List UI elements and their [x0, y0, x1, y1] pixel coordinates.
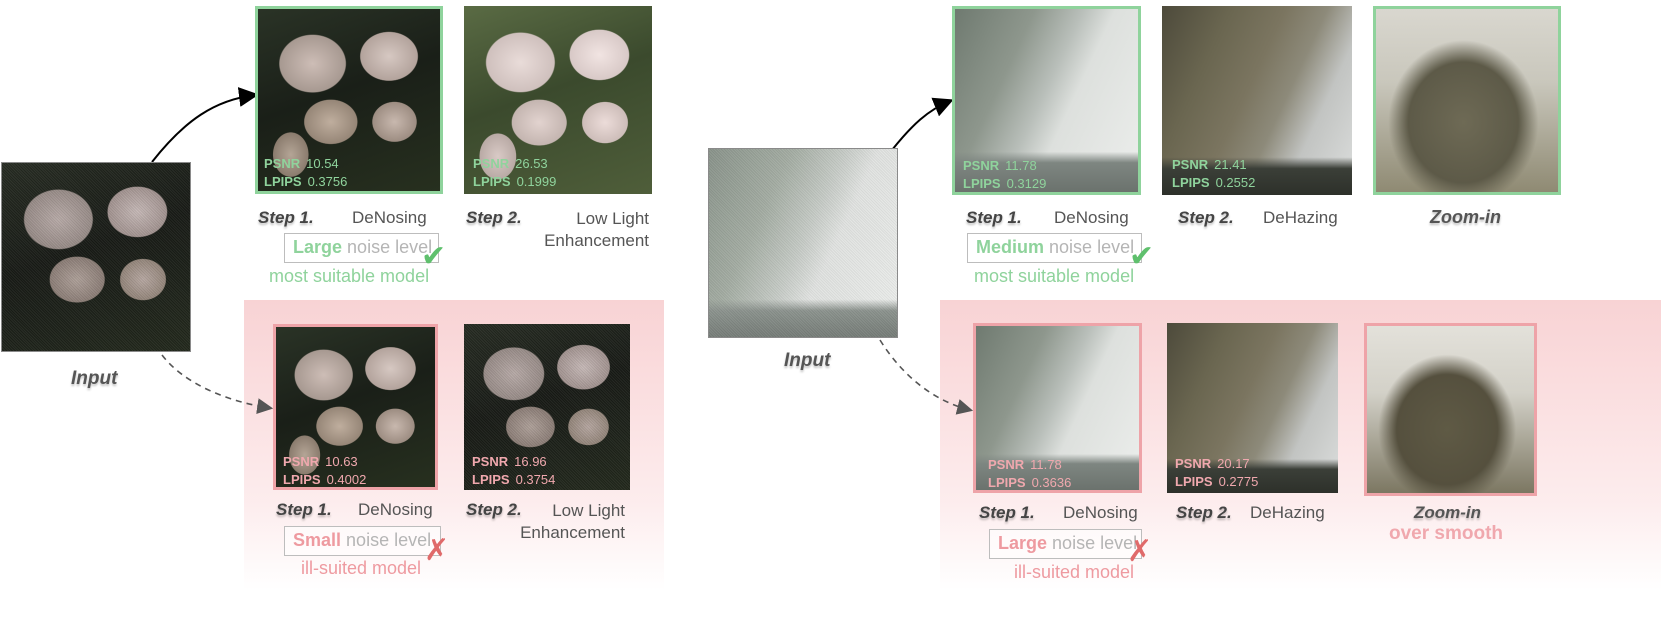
- left-bottom-verdict: ill-suited model: [301, 558, 422, 578]
- right-top-step2-task: DeHazing: [1263, 208, 1338, 227]
- right-bottom-step1-image: PSNR 11.78 LPIPS 0.3636: [973, 323, 1142, 493]
- left-top-step1-task: DeNosing: [352, 208, 427, 227]
- right-bottom-zoom-image: [1364, 323, 1537, 496]
- right-bottom-step2-task: DeHazing: [1250, 503, 1325, 522]
- left-bottom-step1-image: PSNR 10.63 LPIPS 0.4002: [273, 324, 438, 490]
- psnr-readout: PSNR 20.17: [1175, 456, 1250, 471]
- right-arrow-bottom: [879, 339, 974, 415]
- right-top-step2-number: Step 2.: [1178, 208, 1234, 227]
- right-top-verdict: most suitable model: [974, 266, 1135, 286]
- left-input-caption: Input: [71, 368, 118, 389]
- psnr-readout: PSNR 16.96: [472, 454, 547, 469]
- right-top-noise-level-box: Medium noise level: [967, 233, 1142, 263]
- right-bottom-step1-number: Step 1.: [979, 503, 1035, 522]
- lpips-readout: LPIPS 0.3756: [264, 174, 348, 189]
- check-icon: ✔: [421, 240, 447, 273]
- right-top-zoom-caption: Zoom-in: [1430, 207, 1501, 227]
- psnr-readout: PSNR 11.78: [988, 457, 1062, 472]
- right-arrow-top: [891, 97, 954, 151]
- lpips-readout: LPIPS 0.1999: [473, 174, 557, 189]
- psnr-readout: PSNR 10.63: [283, 454, 358, 469]
- left-top-noise-level-box: Large noise level: [284, 233, 439, 263]
- psnr-readout: PSNR 11.78: [963, 158, 1037, 173]
- left-top-step1-number: Step 1.: [258, 208, 314, 227]
- lpips-readout: LPIPS 0.2552: [1172, 175, 1256, 190]
- lpips-readout: LPIPS 0.3754: [472, 472, 556, 487]
- psnr-readout: PSNR 26.53: [473, 156, 548, 171]
- right-top-step1-number: Step 1.: [966, 208, 1022, 227]
- psnr-readout: PSNR 21.41: [1172, 157, 1247, 172]
- right-input-caption: Input: [784, 350, 831, 371]
- right-top-step1-image: PSNR 11.78 LPIPS 0.3129: [952, 6, 1141, 195]
- lpips-readout: LPIPS 0.3636: [988, 475, 1072, 490]
- left-arrow-top: [151, 87, 259, 163]
- left-bottom-step2-image: PSNR 16.96 LPIPS 0.3754: [464, 324, 630, 490]
- right-bottom-zoom-note: over smooth: [1389, 523, 1504, 544]
- right-top-zoom-image: [1373, 6, 1561, 195]
- left-arrow-bottom: [161, 354, 274, 415]
- left-bottom-step2-number: Step 2.: [466, 500, 522, 519]
- right-bottom-step1-task: DeNosing: [1063, 503, 1138, 522]
- right-top-step2-image: PSNR 21.41 LPIPS 0.2552: [1162, 6, 1352, 195]
- lpips-readout: LPIPS 0.2775: [1175, 474, 1259, 489]
- lpips-readout: LPIPS 0.4002: [283, 472, 367, 487]
- right-top-step1-task: DeNosing: [1054, 208, 1129, 227]
- left-bottom-noise-level-box: Small noise level: [284, 526, 441, 556]
- left-input-image: [1, 162, 191, 352]
- right-bottom-zoom-caption: Zoom-in: [1414, 503, 1482, 522]
- left-top-step2-image: PSNR 26.53 LPIPS 0.1999: [464, 6, 652, 194]
- left-bottom-step1-number: Step 1.: [276, 500, 332, 519]
- psnr-readout: PSNR 10.54: [264, 156, 339, 171]
- right-input-image: [708, 148, 898, 338]
- cross-icon: ✗: [424, 534, 450, 567]
- left-top-step1-image: PSNR 10.54 LPIPS 0.3756: [255, 6, 443, 194]
- left-top-verdict: most suitable model: [269, 266, 430, 286]
- lpips-readout: LPIPS 0.3129: [963, 176, 1047, 191]
- left-bottom-step2-task: Low Light Enhancement: [520, 501, 625, 542]
- right-bottom-step2-image: PSNR 20.17 LPIPS 0.2775: [1167, 323, 1338, 493]
- left-top-step2-task: Low Light Enhancement: [544, 209, 649, 250]
- right-bottom-step2-number: Step 2.: [1176, 503, 1232, 522]
- check-icon: ✔: [1129, 240, 1155, 273]
- right-bottom-noise-level-box: Large noise level: [989, 529, 1142, 559]
- cross-icon: ✗: [1127, 535, 1153, 568]
- left-bottom-step1-task: DeNosing: [358, 500, 433, 519]
- right-bottom-verdict: ill-suited model: [1014, 562, 1135, 582]
- left-top-step2-number: Step 2.: [466, 208, 522, 227]
